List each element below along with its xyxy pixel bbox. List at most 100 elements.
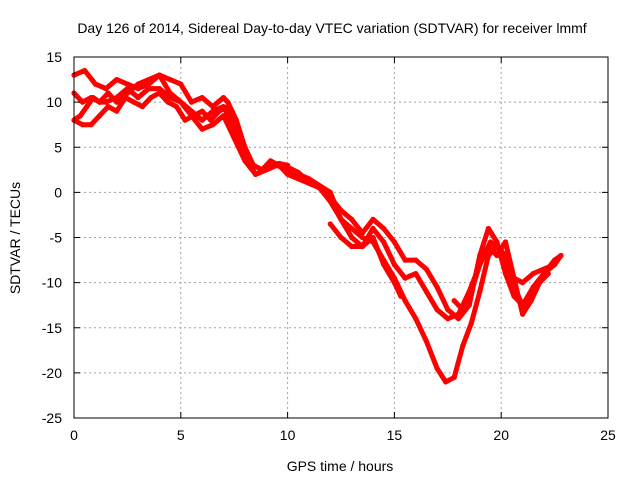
data-point [225, 104, 231, 110]
data-point [502, 239, 509, 245]
data-point [349, 225, 355, 232]
data-point [146, 86, 152, 92]
x-tick-label: 15 [387, 427, 403, 443]
data-point [468, 320, 474, 326]
data-point [276, 160, 282, 167]
data-point [167, 95, 173, 101]
data-point [156, 72, 162, 78]
data-point [391, 280, 397, 286]
x-axis-label: GPS time / hours [287, 458, 394, 474]
x-tick-label: 5 [177, 427, 185, 443]
data-point [423, 289, 429, 295]
data-point [443, 379, 449, 385]
data-point [537, 280, 543, 286]
data-point [210, 104, 216, 110]
data-point [97, 113, 103, 119]
data-point [398, 293, 404, 299]
data-point [182, 117, 188, 123]
y-tick-label: 10 [46, 94, 62, 110]
x-tick-label: 25 [600, 427, 616, 443]
data-point [327, 221, 333, 227]
data-point [79, 99, 86, 105]
data-point [233, 131, 239, 137]
y-tick-label: -5 [50, 230, 63, 246]
data-point [148, 95, 154, 101]
y-tick-label: 0 [54, 184, 62, 200]
y-tick-label: -15 [42, 320, 62, 336]
data-point [167, 77, 173, 83]
data-point [165, 99, 171, 105]
data-point [146, 77, 152, 83]
data-point [520, 311, 526, 317]
data-point [511, 275, 517, 281]
data-point [528, 298, 534, 304]
data-point [225, 99, 231, 105]
data-point [460, 307, 466, 313]
data-point [545, 271, 551, 277]
data-point [485, 243, 491, 250]
data-point [122, 95, 128, 101]
data-point [370, 216, 376, 222]
data-point [199, 126, 205, 132]
data-point [178, 81, 184, 87]
data-point [327, 189, 333, 195]
y-tick-label: -10 [42, 275, 62, 291]
data-point [242, 153, 248, 159]
data-point [434, 365, 440, 371]
data-point [105, 90, 111, 96]
data-point [124, 81, 130, 87]
data-point [460, 343, 466, 349]
y-axis-label: SDTVAR / TECUs [7, 182, 23, 294]
data-point [434, 307, 440, 313]
data-point [259, 167, 265, 173]
data-point [338, 234, 344, 241]
data-point [402, 275, 408, 281]
data-point [191, 113, 197, 119]
data-point [131, 99, 137, 105]
data-point [402, 298, 408, 304]
data-point [103, 99, 109, 105]
data-point [413, 271, 419, 277]
data-point [558, 252, 564, 259]
data-point [451, 374, 457, 380]
data-point [306, 176, 312, 182]
data-point [267, 162, 274, 168]
data-point [370, 225, 376, 232]
data-point [520, 280, 526, 286]
data-point [250, 162, 256, 168]
data-point [494, 252, 500, 259]
data-point [220, 95, 227, 101]
data-point [210, 122, 216, 128]
data-point [541, 266, 547, 272]
data-point [494, 243, 500, 250]
data-point [114, 108, 120, 114]
data-point [487, 239, 494, 245]
data-point [413, 316, 419, 322]
data-point [114, 77, 120, 83]
data-point [445, 307, 451, 313]
data-point [285, 167, 291, 173]
data-point [97, 99, 103, 105]
x-tick-label: 20 [493, 427, 509, 443]
data-point [381, 225, 387, 232]
axis-ticks: 0 5 10 15 20 25 -25 -20 -15 -10 -5 0 5 10 15 [42, 49, 616, 443]
data-point [88, 122, 94, 128]
data-point [199, 117, 205, 123]
data-point [135, 81, 141, 87]
data-point [391, 262, 397, 268]
data-point [82, 67, 88, 74]
data-point [90, 95, 96, 101]
data-point [338, 216, 344, 222]
data-point [349, 243, 355, 250]
data-point [485, 225, 491, 232]
data-point [530, 271, 536, 277]
data-point [477, 289, 483, 295]
y-tick-label: -20 [42, 365, 62, 381]
data-point [413, 257, 419, 263]
data-point [381, 262, 387, 268]
chart-title: Day 126 of 2014, Sidereal Day-to-day VTE… [77, 20, 586, 36]
data-point [210, 108, 216, 114]
data-point [84, 104, 90, 110]
series-line-6 [451, 239, 551, 317]
